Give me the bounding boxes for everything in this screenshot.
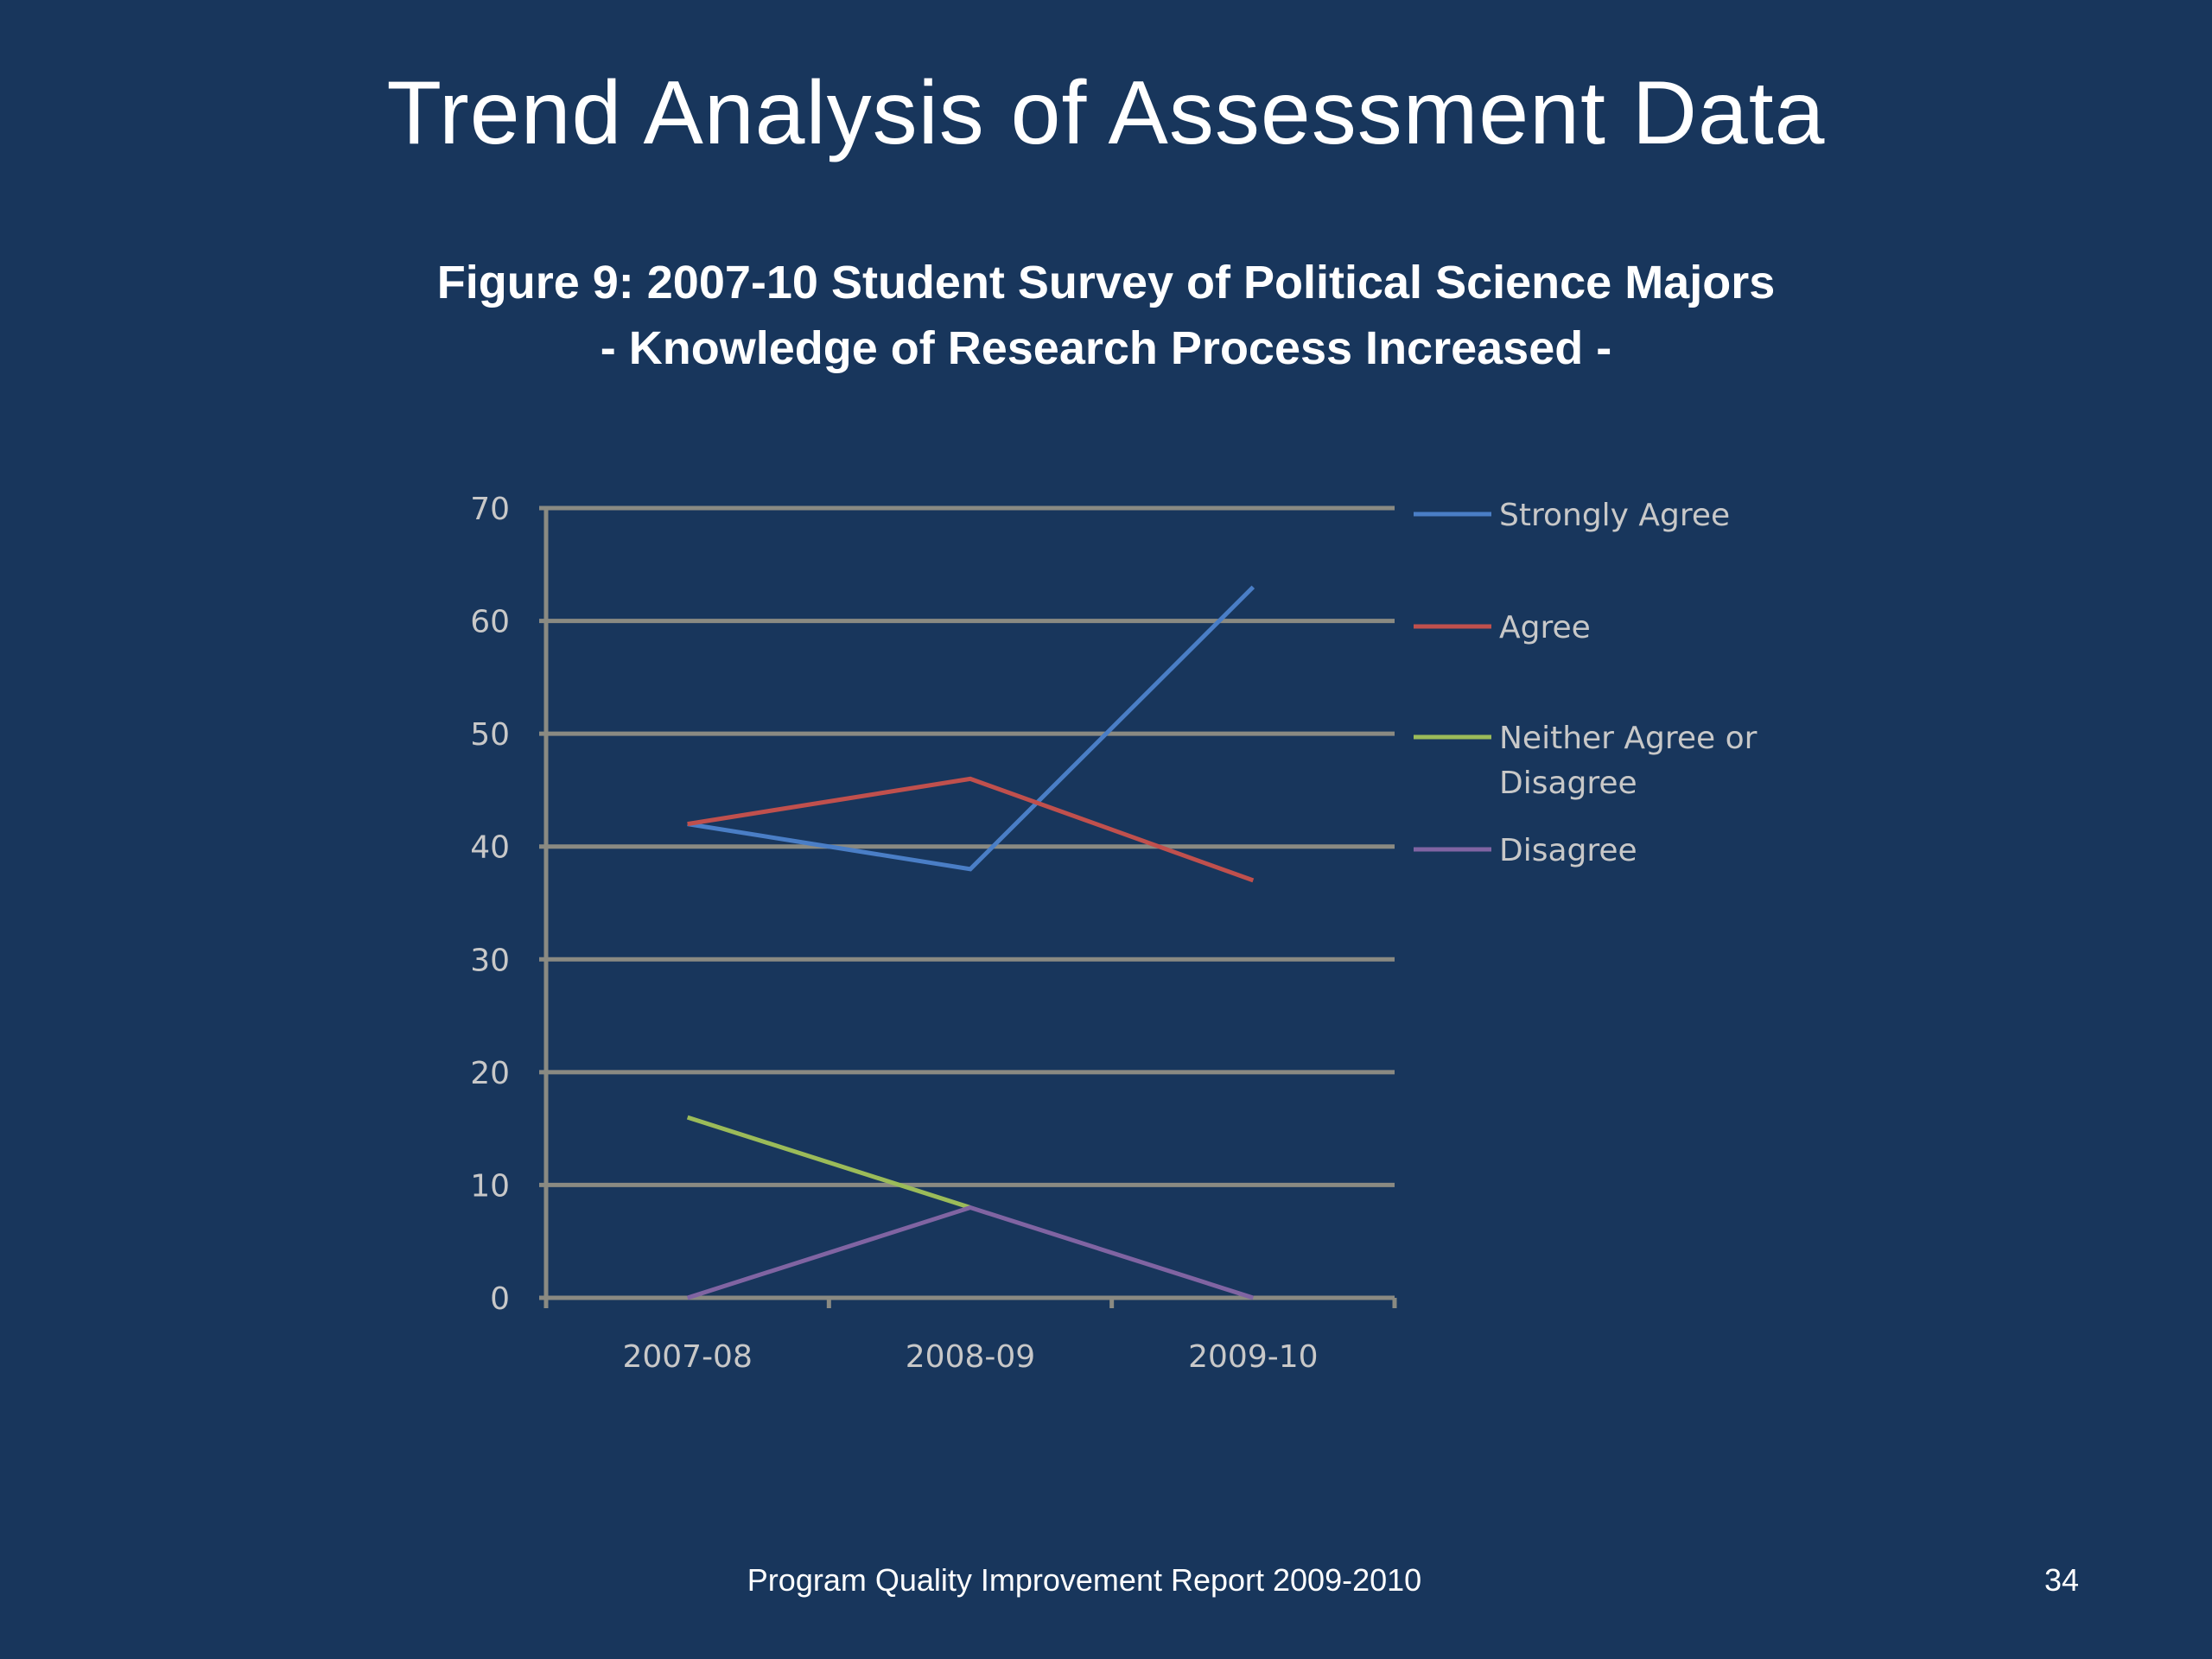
gridlines [539, 505, 1395, 1187]
footer-text: Program Quality Improvement Report 2009-… [747, 1562, 1422, 1598]
tick-labels: 0 10 20 30 40 50 60 70 2007-08 2008-09 2009-10 [470, 492, 1318, 1375]
y-tick-label: 0 [490, 1281, 510, 1317]
legend-label: Disagree [1499, 833, 1637, 868]
y-tick-label: 20 [470, 1056, 510, 1091]
legend-label: Strongly Agree [1499, 498, 1730, 533]
y-tick-label: 30 [470, 943, 510, 978]
legend-label: Disagree [1499, 766, 1637, 801]
x-tick-label: 2007-08 [622, 1339, 752, 1375]
series-line [687, 776, 1255, 883]
series-lines [686, 585, 1255, 1300]
series-line [686, 1205, 1255, 1300]
slide-title: Trend Analysis of Assessment Data [386, 63, 1826, 163]
y-tick-label: 50 [470, 717, 510, 753]
series-line [687, 585, 1255, 872]
x-tick-label: 2008-09 [906, 1339, 1035, 1375]
y-tick-label: 60 [470, 605, 510, 640]
legend: Strongly Agree Agree Neither Agree or Disag… [1414, 498, 1758, 868]
y-tick-label: 10 [470, 1168, 510, 1204]
legend-label: Neither Agree or [1499, 721, 1758, 756]
page-number: 34 [2044, 1562, 2079, 1598]
axes [539, 508, 1397, 1308]
chart-subtitle: - Knowledge of Research Process Increase… [600, 322, 1612, 374]
y-tick-label: 40 [470, 830, 510, 866]
y-tick-label: 70 [470, 492, 510, 527]
chart-title: Figure 9: 2007-10 Student Survey of Poli… [436, 257, 1776, 308]
series-line [686, 1115, 971, 1210]
x-tick-label: 2009-10 [1188, 1339, 1318, 1375]
legend-label: Agree [1499, 610, 1591, 645]
